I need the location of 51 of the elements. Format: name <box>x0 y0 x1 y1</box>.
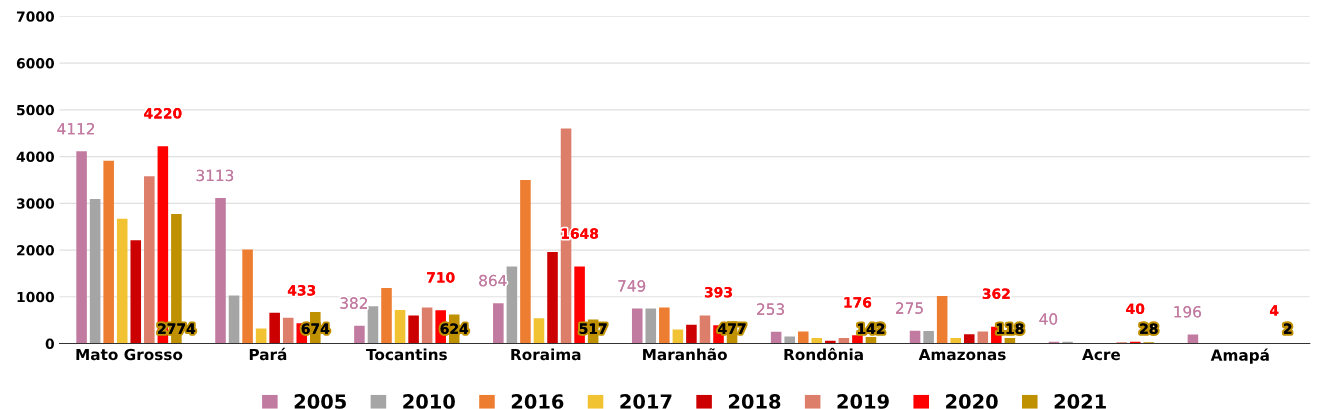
data-label: 382 <box>340 297 367 309</box>
data-label: 142 <box>858 323 885 334</box>
data-label: 864 <box>479 274 507 287</box>
data-label: 40 <box>1039 313 1058 325</box>
legend-label: 2016 <box>511 394 564 409</box>
y-tick-label: 4000 <box>16 151 55 163</box>
data-label: 477 <box>718 323 746 334</box>
data-label: 2774 <box>158 323 196 334</box>
y-tick-label: 3000 <box>16 198 55 209</box>
y-tick-label: 6000 <box>16 58 55 69</box>
data-label: 28 <box>1140 323 1158 334</box>
x-tick-label: Mato Grosso <box>76 348 183 361</box>
legend-label: 2005 <box>294 394 346 409</box>
legend-label: 2021 <box>1054 394 1106 409</box>
y-tick-label: 5000 <box>17 104 55 116</box>
data-label: 4220 <box>144 108 182 119</box>
legend-label: 2018 <box>728 394 781 409</box>
data-label: 2 <box>1283 323 1292 334</box>
y-tick-label: 7000 <box>16 11 55 22</box>
data-label: 176 <box>844 297 872 308</box>
data-label: 362 <box>982 288 1010 299</box>
data-label: 517 <box>579 323 607 334</box>
legend-label: 2019 <box>837 394 889 409</box>
y-tick-label: 1000 <box>17 291 55 303</box>
data-label: 3113 <box>196 169 234 182</box>
data-label: 196 <box>1174 305 1201 318</box>
legend-label: 2017 <box>620 394 672 409</box>
legend-label: 2010 <box>403 394 455 409</box>
legend-label: 2020 <box>946 394 998 409</box>
data-label: 674 <box>301 323 330 334</box>
data-label: 749 <box>618 280 646 292</box>
data-label: 4 <box>1269 305 1279 316</box>
x-tick-label: Pará <box>249 347 287 361</box>
data-label: 253 <box>757 303 784 315</box>
x-tick-label: Rondônia <box>784 347 863 361</box>
y-tick-label: 0 <box>45 338 55 350</box>
data-label: 393 <box>704 286 732 298</box>
x-tick-label: Amapá <box>1210 348 1269 364</box>
data-label: 624 <box>440 323 469 334</box>
x-tick-label: Maranhão <box>643 348 727 361</box>
x-tick-label: Amazonas <box>918 348 1006 361</box>
y-tick-label: 2000 <box>17 245 55 256</box>
data-label: 710 <box>427 272 455 283</box>
data-label: 118 <box>996 323 1024 334</box>
x-tick-label: Acre <box>1082 348 1121 361</box>
data-label: 433 <box>287 285 316 296</box>
data-label: 40 <box>1126 303 1145 314</box>
x-tick-label: Roraima <box>511 348 581 361</box>
data-label: 275 <box>896 302 923 314</box>
x-tick-label: Tocantins <box>366 348 447 361</box>
data-label: 4112 <box>57 122 94 135</box>
